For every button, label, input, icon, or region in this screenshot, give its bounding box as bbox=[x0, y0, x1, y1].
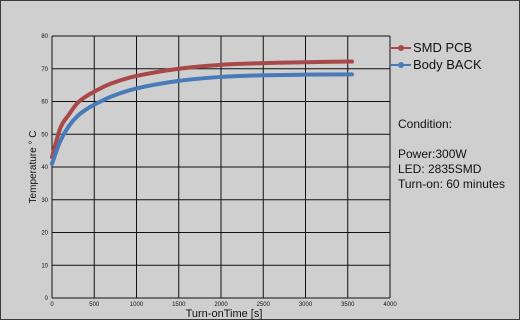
legend-label-body-back: Body BACK bbox=[413, 57, 482, 72]
y-tick-label: 30 bbox=[41, 198, 48, 204]
y-tick-label: 50 bbox=[41, 132, 48, 138]
x-tick-label: 1500 bbox=[172, 302, 186, 308]
x-tick-label: 1000 bbox=[130, 302, 144, 308]
x-tick-label: 3500 bbox=[341, 302, 355, 308]
conditions-power: Power:300W bbox=[398, 147, 467, 161]
x-tick-label: 4000 bbox=[383, 302, 397, 308]
x-tick-label: 0 bbox=[50, 302, 54, 308]
y-tick-label: 20 bbox=[41, 231, 48, 237]
legend: SMD PCB Body BACK bbox=[391, 39, 482, 73]
conditions-title: Condition: bbox=[398, 117, 453, 131]
conditions-led: LED: 2835SMD bbox=[398, 162, 482, 176]
y-tick-label: 10 bbox=[41, 263, 48, 269]
y-axis-label: Temperature ° C bbox=[28, 131, 39, 204]
legend-label-smd-pcb: SMD PCB bbox=[413, 40, 473, 55]
y-tick-label: 80 bbox=[41, 34, 48, 40]
legend-swatch-smd-pcb bbox=[391, 43, 411, 53]
x-tick-label: 3000 bbox=[299, 302, 313, 308]
x-tick-label: 2000 bbox=[214, 302, 228, 308]
y-tick-label: 0 bbox=[45, 296, 49, 302]
conditions-block: Condition: Power:300W LED: 2835SMD Turn-… bbox=[398, 117, 505, 192]
x-tick-label: 2500 bbox=[257, 302, 271, 308]
series-line-1 bbox=[50, 72, 354, 166]
y-tick-label: 70 bbox=[41, 67, 48, 73]
legend-item-smd-pcb: SMD PCB bbox=[391, 39, 482, 56]
conditions-turn-on: Turn-on: 60 minutes bbox=[398, 177, 505, 191]
y-tick-label: 60 bbox=[41, 100, 48, 106]
legend-swatch-body-back bbox=[391, 60, 411, 70]
x-axis-label: Turn-onTime [s] bbox=[186, 308, 263, 319]
legend-item-body-back: Body BACK bbox=[391, 56, 482, 73]
x-tick-label: 500 bbox=[89, 302, 100, 308]
y-tick-label: 40 bbox=[41, 165, 48, 171]
series-line-0 bbox=[50, 59, 354, 160]
